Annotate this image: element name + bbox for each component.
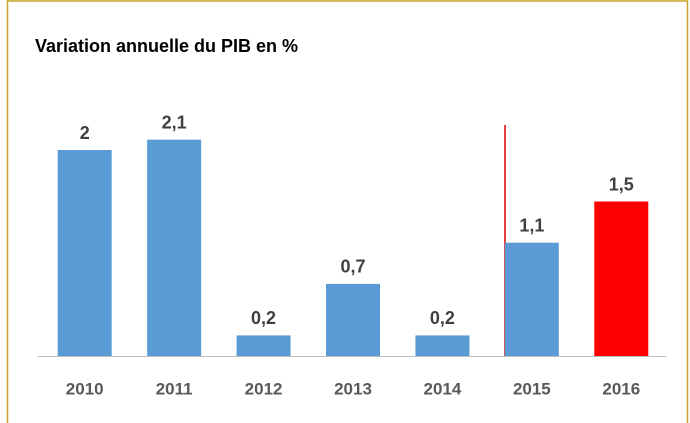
x-tick-label: 2014 bbox=[424, 379, 462, 398]
bar bbox=[504, 242, 559, 356]
bar bbox=[236, 335, 291, 356]
chart-title: Variation annuelle du PIB en % bbox=[35, 36, 298, 56]
bar bbox=[326, 283, 380, 356]
x-tick-label: 2012 bbox=[245, 379, 283, 398]
x-tick-label: 2011 bbox=[156, 379, 193, 398]
value-label: 1,1 bbox=[519, 215, 544, 235]
x-tick-label: 2010 bbox=[66, 379, 104, 398]
value-label: 2 bbox=[80, 123, 90, 143]
bar bbox=[147, 139, 202, 356]
x-tick-label: 2016 bbox=[602, 379, 640, 398]
frame bbox=[6, 0, 689, 423]
bar bbox=[57, 150, 112, 356]
bar bbox=[594, 201, 649, 356]
value-label: 1,5 bbox=[609, 174, 634, 194]
x-tick-label: 2013 bbox=[334, 379, 372, 398]
value-label: 0,7 bbox=[340, 257, 365, 277]
value-label: 0,2 bbox=[430, 308, 455, 328]
x-tick-label: 2015 bbox=[513, 379, 551, 398]
value-label: 2,1 bbox=[162, 112, 187, 132]
bar bbox=[415, 335, 470, 356]
value-label: 0,2 bbox=[251, 308, 276, 328]
